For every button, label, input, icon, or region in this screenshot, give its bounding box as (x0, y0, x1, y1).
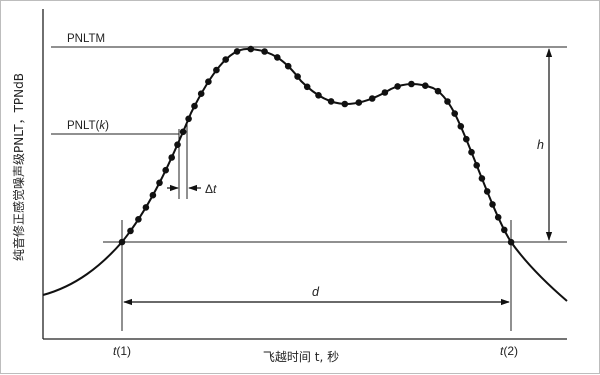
sample-point (483, 188, 491, 195)
sample-point (422, 82, 429, 89)
sample-point (149, 191, 157, 199)
sample-point (303, 83, 311, 91)
sample-point (478, 175, 486, 182)
pnltm-label: PNLTM (67, 33, 105, 45)
sample-point (127, 227, 134, 235)
sample-point (457, 123, 465, 130)
sample-point (489, 201, 496, 208)
sample-point (191, 102, 198, 110)
sample-point (341, 100, 349, 108)
sample-point (394, 83, 401, 90)
sample-point (315, 92, 322, 99)
y-axis-title: 纯音修正感觉噪声级PNLT，TPNdB (11, 73, 26, 261)
h-label: h (537, 138, 544, 152)
sample-point (261, 48, 268, 55)
delta-t-label: Δt (205, 182, 217, 196)
sample-point (368, 95, 376, 102)
sample-point (294, 73, 301, 80)
sample-point (284, 62, 292, 70)
sample-point (355, 99, 363, 106)
sample-point (168, 154, 175, 161)
sample-point (247, 45, 255, 53)
sample-point (222, 56, 229, 63)
sample-point (501, 226, 508, 234)
sample-point (233, 48, 241, 55)
x-axis-title: 飞越时间 t, 秒 (263, 350, 339, 364)
sample-point (327, 98, 335, 105)
d-label: d (312, 285, 320, 299)
sample-point (174, 141, 181, 148)
sample-points (118, 45, 515, 246)
pnlt-k-label: PNLT(k) (67, 120, 109, 132)
sample-point (274, 54, 281, 61)
sample-point (381, 89, 389, 96)
t1-label: t(1) (113, 344, 131, 358)
sample-point (179, 128, 187, 136)
sample-point (162, 166, 169, 174)
sample-point (205, 78, 212, 85)
sample-point (463, 135, 470, 143)
sample-point (118, 238, 126, 246)
sample-point (507, 238, 515, 246)
sample-point (156, 179, 163, 187)
sample-point (185, 115, 192, 123)
sample-point (197, 90, 205, 97)
sample-point (142, 204, 150, 211)
t2-label: t(2) (500, 344, 518, 358)
sample-point (135, 216, 142, 223)
sample-point (444, 98, 451, 105)
sample-point (451, 110, 459, 117)
sample-point (468, 148, 475, 156)
sample-point (213, 66, 220, 74)
sample-point (434, 87, 442, 95)
sample-point (408, 80, 415, 88)
sample-point (494, 214, 502, 221)
sample-point (473, 162, 481, 169)
